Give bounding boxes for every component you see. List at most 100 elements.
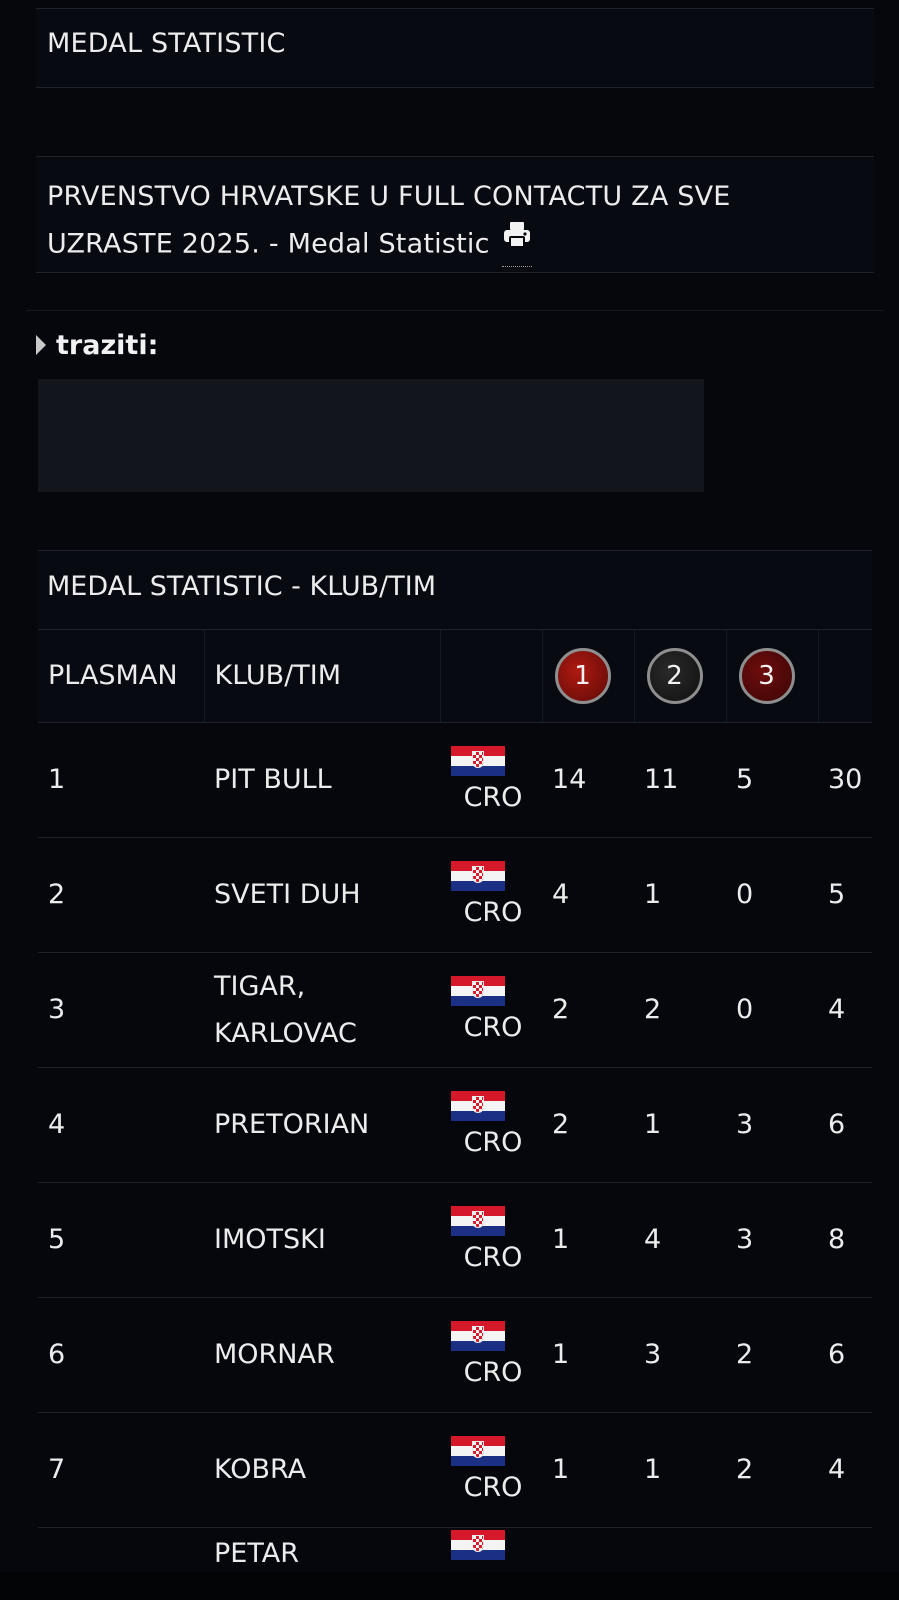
header-club[interactable]: KLUB/TIM — [204, 630, 441, 723]
header-silver[interactable]: 2 — [634, 630, 727, 723]
row-silver: 1 — [644, 879, 662, 910]
header-rank[interactable]: PLASMAN — [38, 630, 205, 723]
row-club[interactable]: PRETORIAN — [214, 1109, 370, 1140]
row-rank: 5 — [48, 1224, 66, 1255]
print-icon[interactable] — [501, 217, 532, 267]
table-row[interactable]: 7 KOBRA CRO 1 1 2 4 — [38, 1412, 872, 1527]
row-club[interactable]: SVETI DUH — [214, 879, 361, 910]
row-country: CRO — [440, 1412, 542, 1527]
medal-table-section: MEDAL STATISTIC - KLUB/TIM PLASMAN KLUB/… — [38, 550, 872, 1600]
country-code: CRO — [463, 1242, 523, 1273]
row-total: 4 — [828, 1454, 846, 1485]
table-row[interactable]: PETAR — [38, 1527, 872, 1600]
row-country: CRO — [440, 952, 542, 1067]
croatia-flag-icon — [451, 1529, 505, 1560]
bottom-bar — [0, 1572, 899, 1600]
row-club[interactable]: TIGAR, KARLOVAC — [214, 970, 357, 1049]
table-row[interactable]: 6 MORNAR CRO 1 3 2 6 — [38, 1297, 872, 1412]
row-bronze: 5 — [736, 764, 754, 795]
row-club[interactable]: PETAR — [214, 1537, 299, 1569]
table-header-row: PLASMAN KLUB/TIM 1 2 3 — [38, 630, 872, 723]
silver-medal-icon: 2 — [646, 647, 703, 704]
row-gold: 14 — [552, 764, 587, 795]
row-rank: 3 — [48, 994, 66, 1025]
row-country: CRO — [440, 1297, 542, 1412]
competition-header: PRVENSTVO HRVATSKE U FULL CONTACTU ZA SV… — [36, 156, 874, 273]
competition-title: PRVENSTVO HRVATSKE U FULL CONTACTU ZA SV… — [47, 181, 731, 260]
row-bronze: 2 — [736, 1454, 754, 1485]
row-country: CRO — [440, 1067, 542, 1182]
row-rank: 1 — [48, 764, 66, 795]
row-silver: 4 — [644, 1224, 662, 1255]
row-gold: 1 — [552, 1339, 570, 1370]
row-total: 30 — [828, 764, 863, 795]
medal-table: PLASMAN KLUB/TIM 1 2 3 1 PIT BULL CRO 14… — [38, 630, 872, 1600]
croatia-flag-icon — [451, 1321, 505, 1351]
croatia-flag-icon — [451, 1436, 505, 1466]
row-club[interactable]: IMOTSKI — [214, 1224, 326, 1255]
row-gold: 2 — [552, 994, 570, 1025]
row-rank: 6 — [48, 1339, 66, 1370]
country-code: CRO — [463, 1012, 523, 1043]
row-total: 5 — [828, 879, 846, 910]
country-code: CRO — [463, 1127, 523, 1158]
croatia-flag-icon — [451, 976, 505, 1006]
header-gold[interactable]: 1 — [542, 630, 635, 723]
country-code: CRO — [463, 1472, 523, 1503]
row-bronze: 3 — [736, 1109, 754, 1140]
croatia-flag-icon — [451, 1206, 505, 1236]
row-bronze: 0 — [736, 994, 754, 1025]
country-code: CRO — [463, 897, 523, 928]
content-panel — [26, 310, 884, 1600]
croatia-flag-icon — [451, 861, 505, 891]
row-club[interactable]: MORNAR — [214, 1339, 335, 1370]
header-bronze[interactable]: 3 — [726, 630, 819, 723]
table-title: MEDAL STATISTIC - KLUB/TIM — [47, 571, 437, 602]
croatia-flag-icon — [451, 1091, 505, 1121]
row-silver: 3 — [644, 1339, 662, 1370]
row-country: CRO — [440, 1182, 542, 1297]
row-gold: 1 — [552, 1224, 570, 1255]
row-silver: 11 — [644, 764, 679, 795]
row-silver: 1 — [644, 1454, 662, 1485]
row-total: 4 — [828, 994, 846, 1025]
row-rank: 4 — [48, 1109, 66, 1140]
search-label: traziti: — [56, 330, 159, 361]
row-club[interactable]: KOBRA — [214, 1454, 307, 1485]
row-total: 6 — [828, 1109, 846, 1140]
row-total: 6 — [828, 1339, 846, 1370]
gold-medal-icon: 1 — [554, 647, 611, 704]
row-gold: 2 — [552, 1109, 570, 1140]
header-country — [440, 630, 543, 723]
table-row[interactable]: 2 SVETI DUH CRO 4 1 0 5 — [38, 837, 872, 952]
country-code: CRO — [463, 782, 523, 813]
row-country: CRO — [440, 722, 542, 837]
row-gold: 4 — [552, 879, 570, 910]
table-title-bar: MEDAL STATISTIC - KLUB/TIM — [38, 550, 872, 630]
table-row[interactable]: 5 IMOTSKI CRO 1 4 3 8 — [38, 1182, 872, 1297]
table-row[interactable]: 3 TIGAR, KARLOVAC CRO 2 2 0 4 — [38, 952, 872, 1067]
table-row[interactable]: 1 PIT BULL CRO 14 11 5 30 — [38, 722, 872, 837]
competition-title-wrap: PRVENSTVO HRVATSKE U FULL CONTACTU ZA SV… — [47, 173, 787, 270]
header-total — [818, 630, 872, 723]
row-gold: 1 — [552, 1454, 570, 1485]
row-club[interactable]: PIT BULL — [214, 764, 332, 795]
country-code: CRO — [463, 1357, 523, 1388]
row-country: CRO — [440, 837, 542, 952]
row-total: 8 — [828, 1224, 846, 1255]
table-row[interactable]: 4 PRETORIAN CRO 2 1 3 6 — [38, 1067, 872, 1182]
section-title: MEDAL STATISTIC — [47, 28, 286, 59]
triangle-right-icon — [36, 334, 46, 355]
row-bronze: 3 — [736, 1224, 754, 1255]
row-bronze: 2 — [736, 1339, 754, 1370]
search-area[interactable] — [38, 379, 704, 492]
search-toggle[interactable]: traziti: — [36, 330, 158, 361]
row-rank: 7 — [48, 1454, 66, 1485]
croatia-flag-icon — [451, 746, 505, 776]
row-silver: 2 — [644, 994, 662, 1025]
row-bronze: 0 — [736, 879, 754, 910]
row-silver: 1 — [644, 1109, 662, 1140]
section-header: MEDAL STATISTIC — [36, 8, 874, 88]
bronze-medal-icon: 3 — [738, 647, 795, 704]
